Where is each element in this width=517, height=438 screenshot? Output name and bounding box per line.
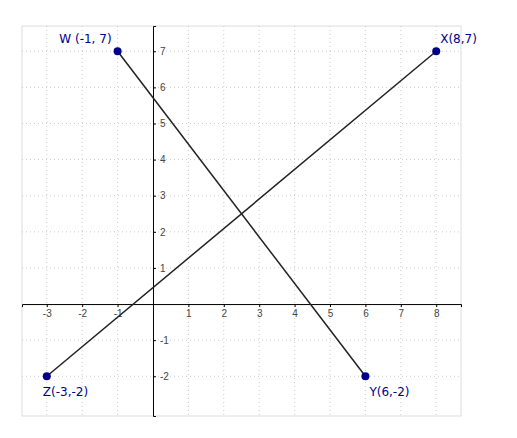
tick: -2 — [153, 371, 169, 382]
tick: 5 — [328, 304, 334, 319]
tick-label: 4 — [292, 308, 298, 319]
tick: 3 — [153, 190, 166, 201]
grid-line — [22, 123, 461, 124]
grid-line — [436, 26, 437, 416]
plot-frame — [22, 26, 461, 416]
tick: 1 — [153, 263, 166, 274]
tick: 7 — [153, 46, 166, 57]
tick-label: -2 — [160, 371, 169, 382]
tick-mark — [401, 304, 402, 307]
tick-mark — [153, 232, 156, 233]
point-label: X(8,7) — [440, 32, 477, 46]
tick-mark — [295, 304, 296, 307]
tick: 2 — [153, 227, 166, 238]
tick: 7 — [399, 304, 405, 319]
tick-label: 2 — [222, 308, 228, 319]
y-axis: -2 -1 1 2 3 4 5 6 7 — [153, 27, 169, 417]
tick-label: 7 — [399, 308, 405, 319]
tick-label: 3 — [160, 190, 166, 201]
point — [432, 47, 440, 55]
grid-line — [22, 87, 461, 88]
grid-line — [22, 340, 461, 341]
tick-mark — [153, 340, 156, 341]
tick-label: -2 — [78, 308, 87, 319]
tick: 1 — [186, 304, 192, 319]
tick-label: 2 — [160, 227, 166, 238]
grid-line — [82, 26, 83, 416]
tick: -2 — [78, 304, 87, 319]
grid-line — [22, 159, 461, 160]
tick-label: 1 — [160, 263, 166, 274]
tick-mark — [153, 376, 156, 377]
tick: 2 — [222, 304, 228, 319]
point — [114, 47, 122, 55]
tick-label: -1 — [160, 335, 169, 346]
point — [361, 372, 369, 380]
tick-mark — [330, 304, 331, 307]
tick: 3 — [257, 304, 263, 319]
tick-mark — [224, 304, 225, 307]
tick-mark — [188, 304, 189, 307]
tick-label: 7 — [160, 46, 166, 57]
tick-label: -3 — [43, 308, 52, 319]
tick-label: 4 — [160, 154, 166, 165]
point-label: Z(-3,-2) — [43, 385, 88, 399]
grid-line — [259, 26, 260, 416]
tick: -1 — [153, 335, 169, 346]
grid-line — [188, 26, 189, 416]
tick: 8 — [434, 304, 440, 319]
tick-label: 5 — [160, 118, 166, 129]
grid-line — [223, 26, 224, 416]
tick-label: 3 — [257, 308, 263, 319]
marks — [43, 47, 440, 380]
tick-label: 8 — [434, 308, 440, 319]
axis-line — [23, 305, 462, 308]
grid-line — [400, 26, 401, 416]
grid-line — [22, 51, 461, 52]
tick: 6 — [153, 82, 166, 93]
tick-label: 6 — [363, 308, 369, 319]
tick: 4 — [153, 154, 166, 165]
tick-mark — [365, 304, 366, 307]
grid-line — [365, 26, 366, 416]
grid-line — [117, 26, 118, 416]
tick-mark — [153, 268, 156, 269]
grid-line — [294, 26, 295, 416]
tick: -3 — [43, 304, 52, 319]
point — [43, 372, 51, 380]
point-label: W (-1, 7) — [59, 32, 111, 46]
grid-line — [22, 231, 461, 232]
grid-line — [46, 26, 47, 416]
diagonal — [47, 51, 436, 376]
grid-line — [22, 195, 461, 196]
x-axis: -3-2-112345678 — [23, 304, 462, 319]
tick: 4 — [292, 304, 298, 319]
chart: -3-2-112345678-2-11234567W (-1, 7)X(8,7)… — [0, 0, 517, 438]
tick-mark — [82, 304, 83, 307]
tick-mark — [153, 160, 156, 161]
axis-line — [153, 27, 156, 417]
grid-line — [330, 26, 331, 416]
annotations: W (-1, 7) X(8,7) Y(6,-2) Z(-3,-2) — [43, 32, 477, 399]
tick-mark — [153, 196, 156, 197]
tick-label: 1 — [186, 308, 192, 319]
tick-label: 5 — [328, 308, 334, 319]
tick-mark — [436, 304, 437, 307]
tick-label: 6 — [160, 82, 166, 93]
tick-mark — [259, 304, 260, 307]
grid — [22, 26, 461, 416]
point-label: Y(6,-2) — [368, 385, 409, 399]
grid-line — [22, 267, 461, 268]
tick-mark — [47, 304, 48, 307]
tick: 6 — [363, 304, 369, 319]
tick: 5 — [153, 118, 166, 129]
tick-mark — [153, 51, 156, 52]
grid-line — [22, 376, 461, 377]
tick-mark — [118, 304, 119, 307]
tick-mark — [153, 87, 156, 88]
plot: -3-2-112345678-2-11234567W (-1, 7)X(8,7)… — [22, 26, 477, 417]
tick-mark — [153, 124, 156, 125]
